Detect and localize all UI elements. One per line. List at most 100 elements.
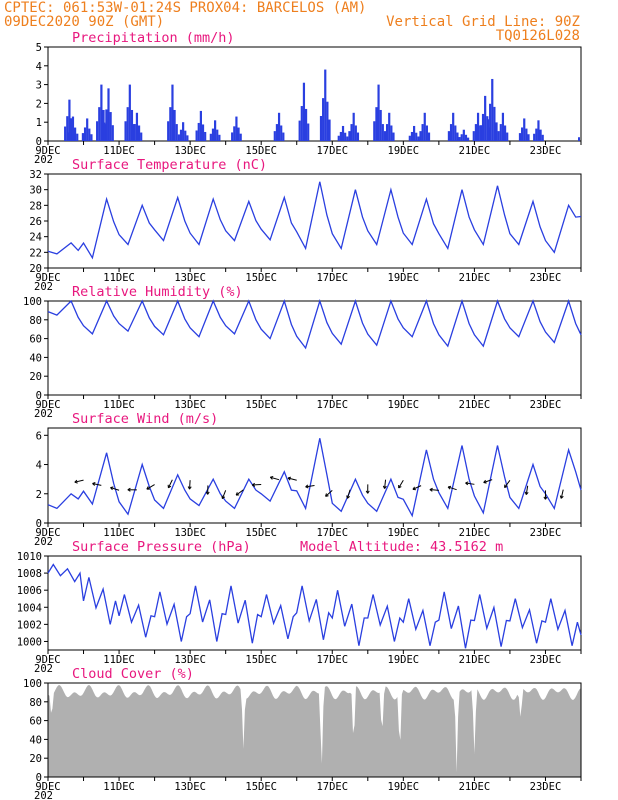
y-tick-label: 3 xyxy=(36,80,42,92)
wind-arrow-head xyxy=(525,492,529,495)
precip-bar xyxy=(209,133,212,141)
series-line xyxy=(47,298,582,350)
precip-bar xyxy=(501,112,505,141)
precip-bar xyxy=(173,109,176,141)
precip-bar xyxy=(88,128,91,141)
x-tick-label: 19DEC xyxy=(388,527,420,539)
wind-arrow xyxy=(398,480,404,489)
precip-bar xyxy=(233,126,236,141)
precip-bar xyxy=(237,127,240,141)
wind-arrow-head xyxy=(384,485,387,489)
precip-bar xyxy=(81,133,85,141)
precip-bar xyxy=(356,132,360,141)
wind-arrow-head xyxy=(222,496,226,500)
x-tick-label: 9DEC xyxy=(35,781,60,793)
precip-bar xyxy=(464,134,468,141)
precip-bar xyxy=(64,126,67,141)
y-tick-label: 100 xyxy=(23,296,42,308)
wind-arrow-head xyxy=(305,486,309,489)
wind-arrow-head xyxy=(325,495,329,497)
precip-bar xyxy=(518,133,522,141)
precip-bar xyxy=(476,112,480,141)
precip-bar xyxy=(195,130,198,141)
precip-bar xyxy=(324,69,327,141)
wind-arrow xyxy=(252,484,262,486)
y-tick-label: 100 xyxy=(23,678,42,690)
precip-bar xyxy=(537,120,540,141)
precip-bar xyxy=(204,131,207,141)
wind-arrow xyxy=(384,479,387,489)
precip-bar xyxy=(273,131,276,141)
x-tick-label: 15DEC xyxy=(245,781,277,793)
panel-3: 0 20 40 60 80 100 9DEC 11DEC 13DEC 15DEC 17DEC 19DE… xyxy=(23,284,582,420)
y-tick-label: 40 xyxy=(29,352,42,364)
y-tick-label: 1010 xyxy=(17,551,42,563)
x-tick-label: 23DEC xyxy=(530,399,562,411)
x-tick-label: 9DEC xyxy=(35,145,60,157)
panel-title: Cloud Cover (%) xyxy=(72,666,194,682)
y-tick-label: 60 xyxy=(29,334,42,346)
precip-bar xyxy=(140,132,143,141)
precip-bar xyxy=(186,135,189,141)
x-tick-label: 15DEC xyxy=(245,399,277,411)
x-year-label: 202 xyxy=(34,536,53,548)
wind-arrow xyxy=(287,477,297,481)
precip-bar xyxy=(302,82,306,141)
x-tick-label: 9DEC xyxy=(35,527,60,539)
wind-arrow-head xyxy=(251,484,256,487)
x-tick-label: 23DEC xyxy=(530,781,562,793)
y-tick-label: 26 xyxy=(29,216,42,228)
y-tick-label: 1004 xyxy=(17,602,42,614)
panel-frame xyxy=(47,555,582,651)
precip-bar xyxy=(481,113,485,141)
precip-bar xyxy=(427,132,431,141)
wind-arrow xyxy=(189,480,191,490)
panel-frame xyxy=(47,173,582,269)
panel-1: 0 1 2 3 4 5 9DEC 11DEC 13DEC 15DEC 17DEC 19DEC 21DEC… xyxy=(34,30,582,166)
precip-bar xyxy=(452,112,455,141)
precip-bar xyxy=(533,133,536,141)
wind-arrow xyxy=(110,487,120,491)
precip-bar xyxy=(392,132,395,141)
x-tick-label: 21DEC xyxy=(459,654,491,666)
precip-bar xyxy=(352,112,355,141)
wind-arrow-head xyxy=(269,476,273,480)
precip-bar xyxy=(541,134,544,141)
precip-bar xyxy=(182,122,185,141)
wind-arrow-head xyxy=(545,496,548,500)
y-tick-label: 0 xyxy=(36,518,42,530)
x-tick-label: 15DEC xyxy=(245,654,277,666)
precip-bar xyxy=(131,131,134,141)
x-year-label: 202 xyxy=(34,408,53,420)
precip-bar xyxy=(454,125,457,141)
y-tick-label: 4 xyxy=(36,61,42,73)
x-tick-label: 19DEC xyxy=(388,399,420,411)
precip-bar xyxy=(489,103,492,141)
panel-5: 1000 1002 1004 1006 1008 1010 9DEC 11DEC 13DEC 15… xyxy=(17,539,582,675)
x-tick-label: 13DEC xyxy=(174,781,206,793)
y-tick-label: 1002 xyxy=(17,619,42,631)
x-year-label: 202 xyxy=(34,281,53,293)
y-tick-label: 6 xyxy=(36,430,42,442)
x-tick-label: 15DEC xyxy=(245,145,277,157)
precip-bar xyxy=(381,124,384,141)
precip-bar xyxy=(385,124,389,141)
panel-title: Precipitation (mm/h) xyxy=(72,30,235,46)
x-tick-label: 23DEC xyxy=(530,145,562,157)
precip-bar xyxy=(425,125,428,141)
y-tick-label: 32 xyxy=(29,169,42,181)
precip-bar xyxy=(521,127,524,141)
precip-bar xyxy=(109,112,112,141)
precip-bar xyxy=(578,137,580,141)
wind-arrow xyxy=(146,484,155,490)
precip-bar xyxy=(319,115,323,141)
precip-bar xyxy=(137,125,141,141)
y-tick-label: 0 xyxy=(36,390,42,402)
x-tick-label: 11DEC xyxy=(103,781,135,793)
precip-bar xyxy=(341,125,345,141)
precip-bar xyxy=(354,125,357,141)
precip-bar xyxy=(373,121,376,141)
x-tick-label: 11DEC xyxy=(103,399,135,411)
precip-bar xyxy=(458,137,461,141)
x-tick-label: 11DEC xyxy=(103,145,135,157)
